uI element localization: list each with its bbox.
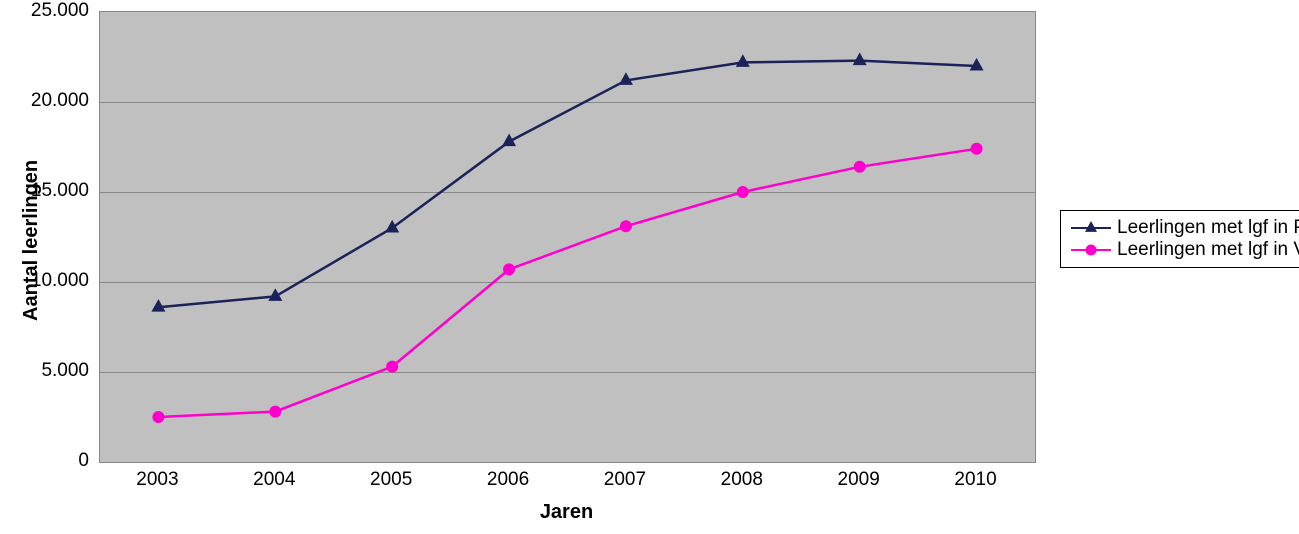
series-line-po — [158, 61, 976, 308]
plot-area — [99, 11, 1036, 463]
series-marker-vo — [620, 220, 632, 232]
x-tick-label: 2003 — [136, 469, 178, 491]
series-marker-po — [385, 220, 399, 233]
series-line-vo — [158, 149, 976, 417]
legend-swatch — [1071, 243, 1111, 257]
y-tick-label: 0 — [19, 450, 89, 472]
series-marker-po — [970, 58, 984, 71]
series-marker-vo — [737, 186, 749, 198]
chart-lines — [100, 12, 1035, 462]
series-marker-po — [853, 52, 867, 65]
series-marker-vo — [854, 161, 866, 173]
legend-label: Leerlingen met lgf in PO — [1117, 217, 1299, 239]
series-marker-vo — [152, 411, 164, 423]
chart-container: 05.00010.00015.00020.00025.0002003200420… — [0, 0, 1299, 534]
x-tick-label: 2007 — [604, 469, 646, 491]
y-tick-label: 5.000 — [19, 360, 89, 382]
legend: Leerlingen met lgf in POLeerlingen met l… — [1060, 210, 1299, 268]
x-tick-label: 2009 — [838, 469, 880, 491]
legend-item-vo: Leerlingen met lgf in VO — [1071, 239, 1299, 261]
series-marker-vo — [503, 263, 515, 275]
legend-label: Leerlingen met lgf in VO — [1117, 239, 1299, 261]
series-marker-po — [736, 54, 750, 67]
x-tick-label: 2005 — [370, 469, 412, 491]
series-marker-vo — [386, 361, 398, 373]
x-axis-label: Jaren — [99, 501, 1034, 524]
legend-swatch — [1071, 221, 1111, 235]
y-tick-label: 25.000 — [19, 0, 89, 22]
series-marker-vo — [971, 143, 983, 155]
series-marker-po — [151, 299, 165, 312]
legend-item-po: Leerlingen met lgf in PO — [1071, 217, 1299, 239]
x-tick-label: 2010 — [954, 469, 996, 491]
x-tick-label: 2008 — [721, 469, 763, 491]
y-axis-label: Aantal leerlingen — [20, 160, 43, 321]
x-tick-label: 2006 — [487, 469, 529, 491]
series-marker-vo — [269, 406, 281, 418]
x-tick-label: 2004 — [253, 469, 295, 491]
y-tick-label: 20.000 — [19, 90, 89, 112]
